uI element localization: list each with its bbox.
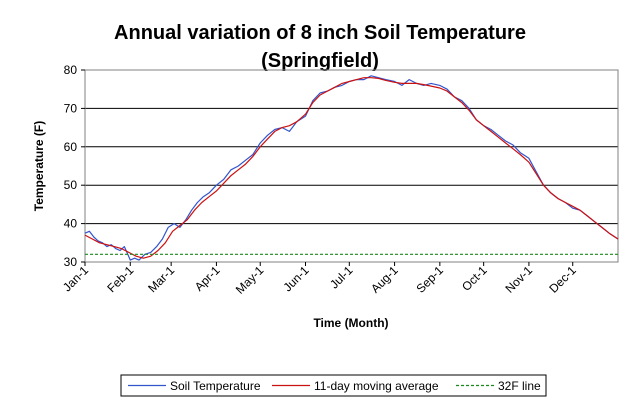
y-tick-label: 60 xyxy=(64,140,78,154)
y-tick-label: 70 xyxy=(64,101,78,115)
gridlines xyxy=(85,107,618,225)
x-tick-label: Mar-1 xyxy=(145,263,177,295)
series-lines xyxy=(84,75,619,261)
x-tick-label: May-1 xyxy=(233,263,267,297)
x-tick-label: Jul-1 xyxy=(327,263,356,292)
y-tick-label: 50 xyxy=(64,178,78,192)
series-soil-temperature xyxy=(84,75,619,261)
y-tick-label: 30 xyxy=(64,255,78,269)
chart-subtitle: (Springfield) xyxy=(261,50,379,72)
y-axis: 30 40 50 60 70 80 xyxy=(64,63,85,269)
x-tick-label: Apr-1 xyxy=(192,263,223,294)
plot-area xyxy=(84,69,619,263)
y-tick-label: 80 xyxy=(64,63,78,77)
x-axis-label: Time (Month) xyxy=(313,316,388,330)
x-tick-label: Aug-1 xyxy=(368,263,401,296)
x-tick-label: Nov-1 xyxy=(503,263,536,296)
legend-label-soil-temperature: Soil Temperature xyxy=(170,379,261,393)
x-tick-label: Jun-1 xyxy=(280,263,311,294)
x-tick-label: Oct-1 xyxy=(459,263,490,294)
legend-box xyxy=(120,374,547,397)
legend-label-moving-average: 11-day moving average xyxy=(314,379,439,393)
series-moving-average xyxy=(84,77,619,259)
x-axis: Jan-1 Feb-1 Mar-1 Apr-1 May-1 Jun-1 Jul-1 Aug-1… xyxy=(60,262,579,297)
x-tick-label: Sep-1 xyxy=(413,263,446,296)
legend: Soil Temperature 11-day moving average 3… xyxy=(120,374,547,397)
x-tick-label: Feb-1 xyxy=(104,263,136,295)
legend-label-32f-line: 32F line xyxy=(498,379,541,393)
y-tick-label: 40 xyxy=(64,217,78,231)
x-tick-label: Dec-1 xyxy=(546,263,579,296)
chart-title: Annual variation of 8 inch Soil Temperat… xyxy=(114,22,526,44)
y-axis-label: Temperature (F) xyxy=(32,121,46,211)
